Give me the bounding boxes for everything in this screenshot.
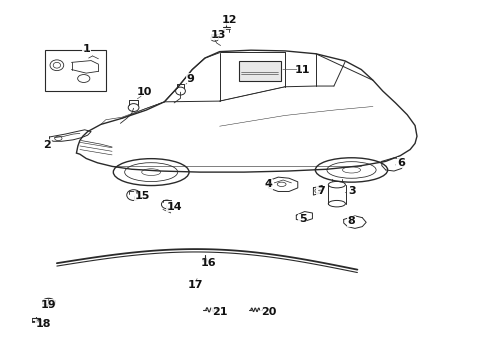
Text: 15: 15 [135, 191, 150, 201]
Text: 20: 20 [261, 307, 276, 317]
Text: 4: 4 [265, 179, 272, 189]
Text: 13: 13 [210, 30, 226, 40]
FancyBboxPatch shape [239, 60, 281, 81]
Text: 6: 6 [397, 158, 405, 168]
Text: 14: 14 [166, 202, 182, 212]
Text: 17: 17 [187, 280, 203, 290]
Text: 9: 9 [186, 74, 194, 84]
Text: 11: 11 [295, 64, 310, 75]
Text: 5: 5 [299, 215, 306, 224]
Text: 21: 21 [212, 307, 227, 317]
Text: 3: 3 [349, 186, 356, 197]
Text: 2: 2 [43, 140, 51, 150]
Text: 16: 16 [200, 258, 216, 268]
Text: 1: 1 [82, 44, 90, 54]
Text: 19: 19 [41, 300, 56, 310]
Text: 8: 8 [347, 216, 355, 226]
Ellipse shape [202, 258, 207, 262]
Text: 7: 7 [317, 186, 324, 197]
Text: 18: 18 [36, 319, 51, 329]
Text: 10: 10 [137, 87, 152, 97]
Text: 12: 12 [221, 15, 237, 26]
